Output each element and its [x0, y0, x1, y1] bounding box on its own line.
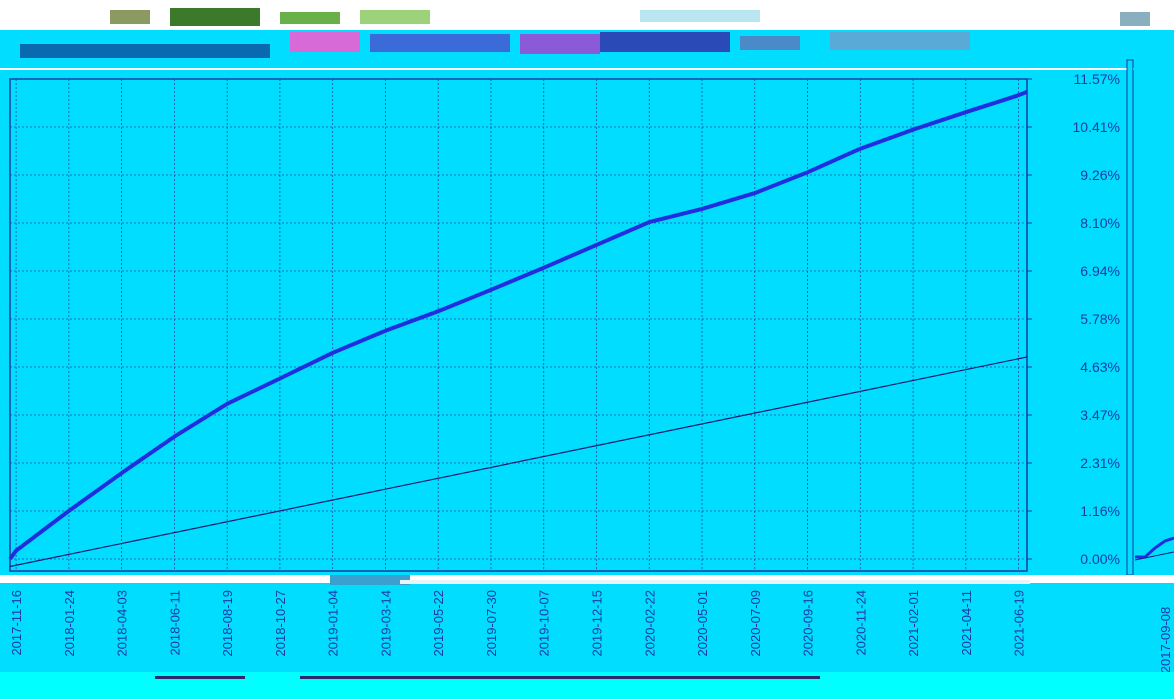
x-tick-label: 2020-02-22	[642, 590, 657, 657]
right-panel-baseline	[1134, 551, 1174, 561]
title-blot	[290, 32, 360, 52]
x-tick-label: 2020-07-09	[748, 590, 763, 657]
y-tick-label: 1.16%	[1080, 503, 1120, 519]
series-layer	[8, 90, 1028, 568]
x-tick-label: 2018-10-27	[273, 590, 288, 657]
title-blot	[20, 44, 270, 58]
bottom-legend	[0, 672, 1174, 699]
x-tick-label: 2021-04-11	[959, 590, 974, 656]
title-blot	[830, 32, 970, 50]
title-blot	[1120, 12, 1150, 26]
x-tick-label: 2017-11-16	[9, 590, 24, 656]
title-blot	[740, 36, 800, 50]
x-tick-label: 2019-10-07	[537, 590, 552, 657]
y-tick-label: 6.94%	[1080, 263, 1120, 279]
x-tick-label: 2018-06-11	[167, 590, 182, 656]
x-tick-label: 2021-02-01	[906, 590, 921, 657]
right-panel-x-tick: 2017-09-08	[1158, 607, 1173, 674]
title-blot	[370, 34, 510, 52]
y-axis-ticks: 0.00% 1.16% 2.31% 3.47% 4.63% 5.78% 6.94% 8.10%…	[1027, 71, 1120, 567]
x-tick-label: 2019-07-30	[484, 590, 499, 657]
right-panel-line	[1135, 536, 1174, 559]
axis-blot	[330, 575, 410, 585]
x-tick-label: 2018-01-24	[62, 590, 77, 657]
y-tick-label: 11.57%	[1074, 71, 1120, 87]
title-blot	[170, 8, 260, 26]
y-tick-label: 3.47%	[1080, 407, 1120, 423]
y-tick-label: 10.41%	[1073, 119, 1120, 135]
y-tick-label: 4.63%	[1080, 359, 1120, 375]
x-tick-label: 2018-08-19	[220, 590, 235, 657]
title-blot	[110, 10, 150, 24]
y-tick-label: 9.26%	[1080, 167, 1120, 183]
right-panel-plot	[1134, 60, 1174, 575]
x-tick-label: 2018-04-03	[115, 590, 130, 657]
y-tick-label: 8.10%	[1080, 215, 1120, 231]
right-panel-divider	[1126, 59, 1134, 576]
x-tick-label: 2020-09-16	[801, 590, 816, 657]
x-axis-ticks: 2017-11-16 2018-01-24 2018-04-03 2018-06-11…	[9, 590, 1027, 657]
series-line-baseline	[9, 356, 1028, 568]
y-tick-label: 2.31%	[1080, 455, 1120, 471]
grid	[10, 78, 1027, 571]
x-tick-label: 2020-05-01	[695, 590, 710, 657]
plot-area	[9, 78, 1028, 572]
x-tick-label: 2020-11-24	[853, 590, 868, 656]
x-axis-strip	[0, 575, 1174, 583]
title-blot	[520, 34, 600, 54]
x-tick-label: 2021-06-19	[1012, 590, 1027, 657]
legend-blot	[300, 676, 820, 679]
x-tick-label: 2019-12-15	[590, 590, 605, 657]
y-tick-label: 0.00%	[1080, 551, 1120, 567]
series-line-main	[8, 90, 1028, 561]
x-tick-label: 2019-01-04	[326, 590, 341, 657]
legend-blot	[155, 676, 245, 679]
title-blot	[600, 32, 730, 52]
title-blot	[640, 10, 760, 22]
title-blot	[360, 10, 430, 24]
x-tick-label: 2019-03-14	[378, 590, 393, 657]
title-blot	[280, 12, 340, 24]
title-strip	[0, 0, 1174, 70]
x-tick-label: 2019-05-22	[431, 590, 446, 657]
y-tick-label: 5.78%	[1080, 311, 1120, 327]
axis-blot	[400, 580, 1030, 584]
